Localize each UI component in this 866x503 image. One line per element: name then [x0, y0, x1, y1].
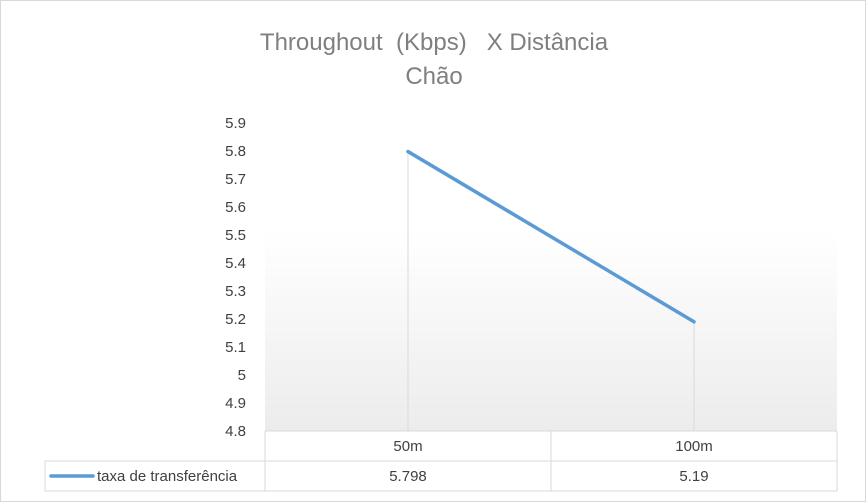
x-category-label: 50m — [393, 438, 422, 455]
y-tick-label: 5.7 — [225, 171, 246, 188]
legend-series-name: taxa de transferência — [97, 468, 238, 485]
data-table: 50m 100m taxa de transferência 5.798 5.19 — [44, 430, 838, 492]
y-tick-label: 5 — [238, 367, 246, 384]
y-tick-label: 5.5 — [225, 227, 246, 244]
data-value-label: 5.798 — [389, 468, 427, 485]
x-category-label: 100m — [675, 438, 713, 455]
data-value-label: 5.19 — [679, 468, 708, 485]
y-tick-label: 5.1 — [225, 339, 246, 356]
chart-subtitle: Chão — [405, 63, 462, 90]
y-tick-label: 5.9 — [225, 115, 246, 132]
y-tick-label: 5.8 — [225, 143, 246, 160]
drop-lines — [407, 151, 695, 431]
y-tick-label: 5.3 — [225, 283, 246, 300]
y-tick-label: 5.4 — [225, 255, 246, 272]
y-tick-label: 5.2 — [225, 311, 246, 328]
y-tick-label: 5.6 — [225, 199, 246, 216]
series-line — [406, 149, 696, 324]
y-axis: 5.9 5.8 5.7 5.6 5.5 5.4 5.3 5.2 5.1 5 4.9 4.8 — [225, 115, 246, 440]
y-tick-label: 4.9 — [225, 395, 246, 412]
series-group — [406, 149, 696, 324]
y-tick-label: 4.8 — [225, 423, 246, 440]
plot-area — [265, 123, 837, 431]
chart-title: Throughout (Kbps) X Distância — [260, 29, 609, 56]
